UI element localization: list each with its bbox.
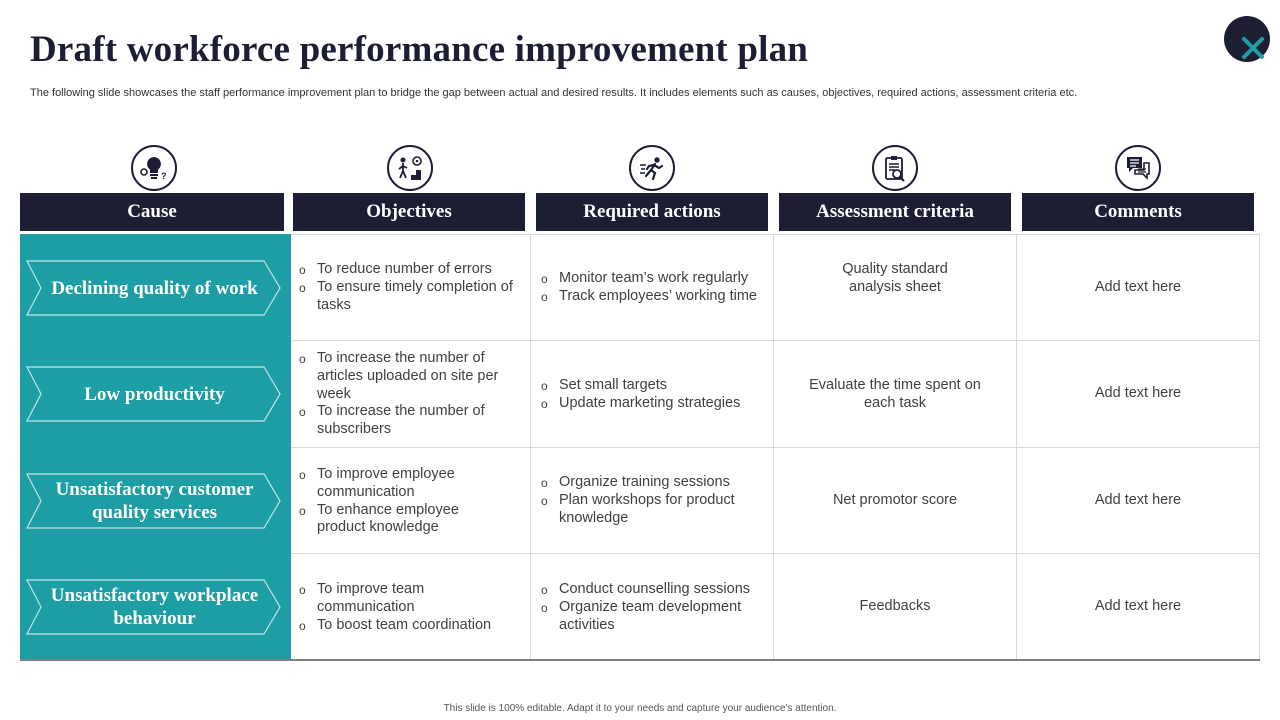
column-header-objectives: Objectives (293, 193, 525, 231)
table-gridline (291, 234, 1259, 235)
cause-column (20, 234, 291, 660)
column-header-cause: Cause (20, 193, 284, 231)
comments-cell: Add text here (1094, 279, 1182, 296)
criteria-cell: Net promotor score (832, 492, 958, 509)
objectives-cell: To reduce number of errors To ensure tim… (299, 261, 519, 314)
criteria-cell: Feedbacks (859, 598, 931, 615)
page-subtitle: The following slide showcases the staff … (30, 87, 1078, 99)
cause-label: Unsatisfactory customer quality services (55, 479, 254, 523)
cause-chevron: Unsatisfactory customer quality services (26, 473, 283, 529)
list-item: Set small targets (541, 377, 769, 396)
criteria-cell: Evaluate the time spent on each task (809, 377, 981, 411)
column-header-comments: Comments (1022, 193, 1254, 231)
list-item: To improve team communication (299, 581, 499, 617)
table-gridline (1016, 234, 1017, 660)
lightbulb-gears-icon: ? (131, 145, 177, 191)
criteria-cell: Quality standard analysis sheet (842, 261, 948, 295)
objectives-cell: To increase the number of articles uploa… (299, 350, 499, 439)
list-item: Track employees’ working time (541, 288, 769, 307)
column-header-required-actions: Required actions (536, 193, 768, 231)
table-gridline (291, 447, 1259, 448)
clipboard-magnifier-icon (872, 145, 918, 191)
actions-cell: Conduct counselling sessions Organize te… (541, 581, 769, 634)
page-title: Draft workforce performance improvement … (30, 29, 809, 70)
cause-label: Low productivity (84, 383, 225, 405)
actions-cell: Monitor team’s work regularly Track empl… (541, 270, 769, 306)
stairs-target-icon (387, 145, 433, 191)
list-item: To improve employee communication (299, 466, 499, 502)
list-item: To increase the number of subscribers (299, 403, 499, 439)
footer-note: This slide is 100% editable. Adapt it to… (443, 703, 837, 714)
cause-chevron: Low productivity (26, 366, 283, 422)
table-gridline (530, 234, 531, 660)
list-item: To ensure timely completion of tasks (299, 279, 519, 315)
running-person-icon (629, 145, 675, 191)
objectives-cell: To improve team communication To boost t… (299, 581, 499, 636)
actions-cell: Set small targets Update marketing strat… (541, 377, 769, 413)
comments-cell: Add text here (1094, 492, 1182, 509)
column-header-assessment-criteria: Assessment criteria (779, 193, 1011, 231)
speech-bubbles-icon (1115, 145, 1161, 191)
table-gridline (291, 340, 1259, 341)
table-gridline (291, 553, 1259, 554)
list-item: Monitor team’s work regularly (541, 270, 769, 289)
list-item: Update marketing strategies (541, 395, 769, 414)
svg-text:?: ? (161, 171, 167, 181)
comments-cell: Add text here (1094, 385, 1182, 402)
cause-chevron: Unsatisfactory workplace behaviour (26, 579, 283, 635)
table-gridline (773, 234, 774, 660)
comments-cell: Add text here (1094, 598, 1182, 615)
close-x-logo-icon (1224, 16, 1270, 62)
table-bottom-border (20, 659, 1260, 661)
list-item: To reduce number of errors (299, 261, 519, 280)
actions-cell: Organize training sessions Plan workshop… (541, 474, 741, 527)
list-item: Plan workshops for product knowledge (541, 492, 741, 528)
list-item: To enhance employee product knowledge (299, 502, 499, 538)
objectives-cell: To improve employee communication To enh… (299, 466, 499, 537)
list-item: To increase the number of articles uploa… (299, 350, 499, 403)
cause-label: Declining quality of work (51, 277, 258, 299)
cause-label: Unsatisfactory workplace behaviour (50, 585, 259, 629)
list-item: Organize team development activities (541, 599, 769, 635)
list-item: Conduct counselling sessions (541, 581, 769, 600)
table-gridline (1259, 234, 1260, 660)
list-item: Organize training sessions (541, 474, 741, 493)
cause-chevron: Declining quality of work (26, 260, 283, 316)
list-item: To boost team coordination (299, 617, 499, 636)
